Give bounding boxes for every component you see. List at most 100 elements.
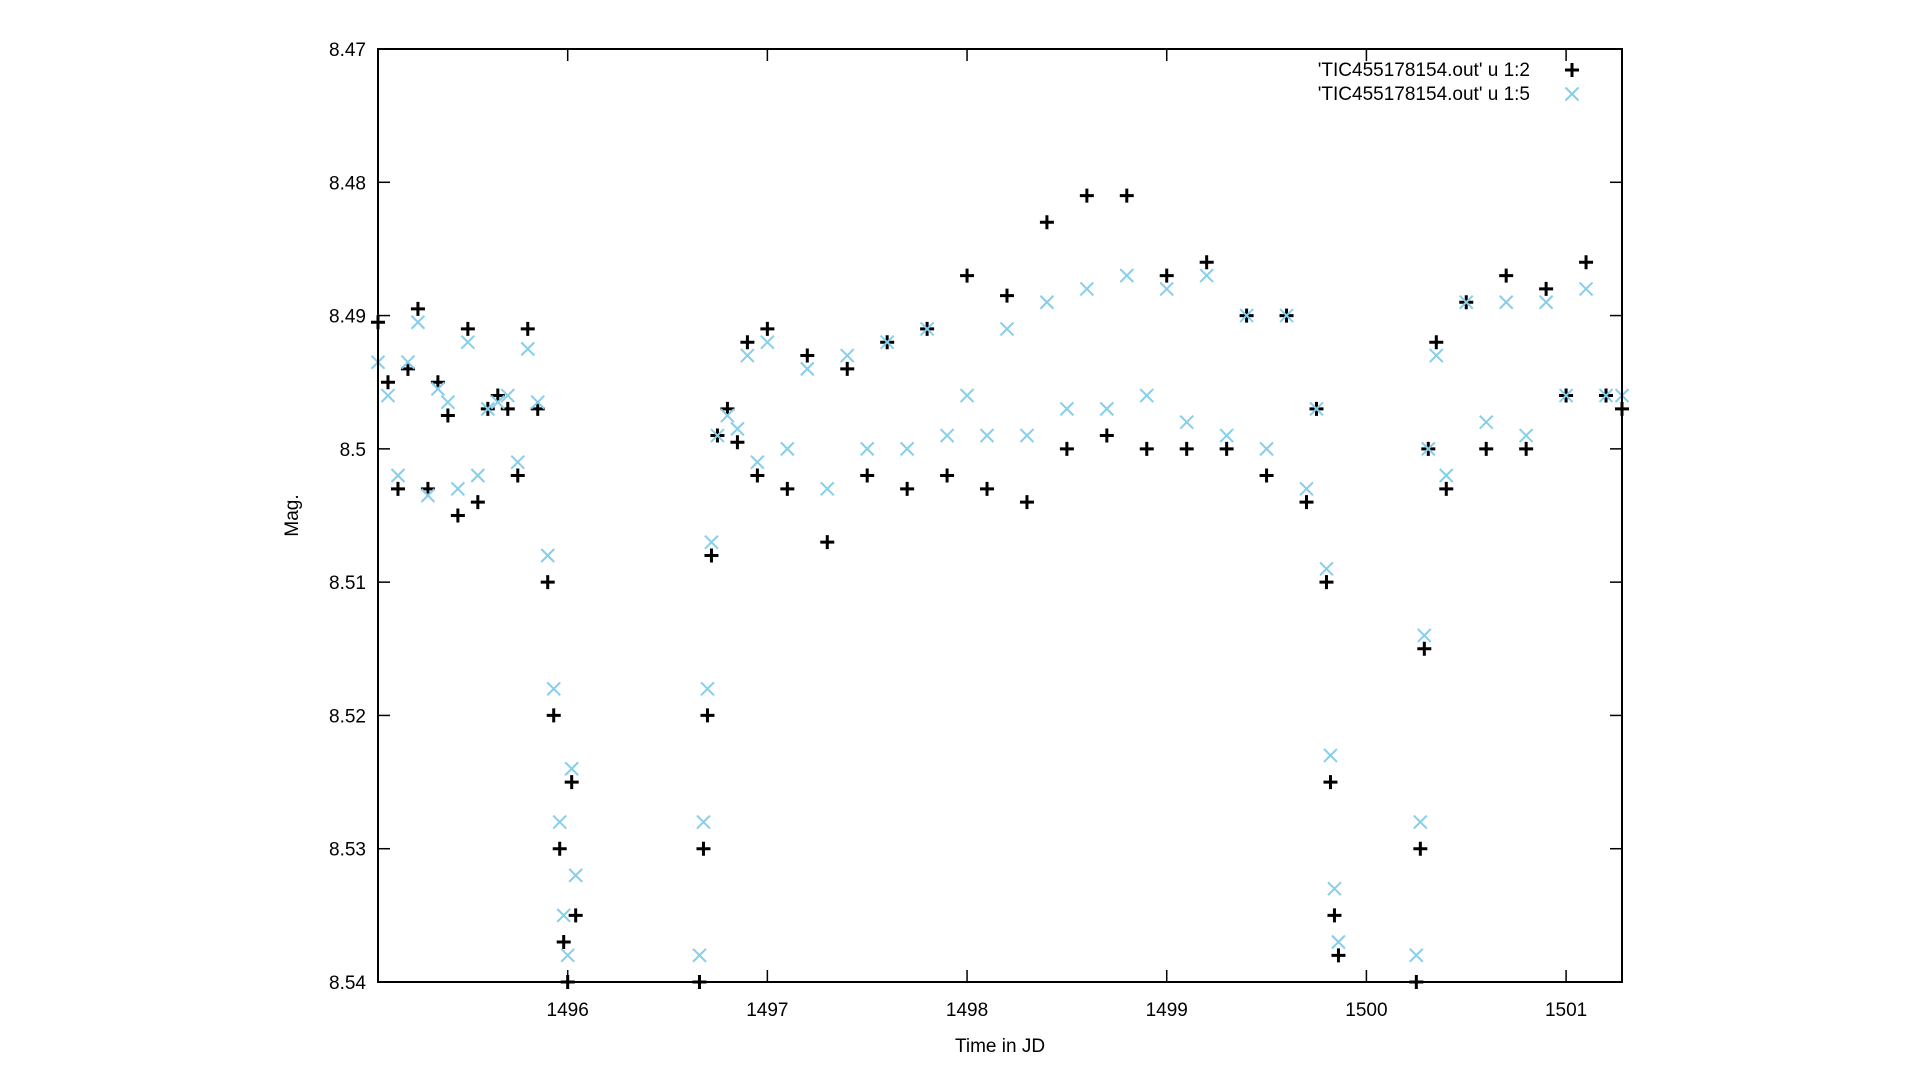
data-point-plus [568, 908, 583, 923]
data-point-cross [530, 394, 545, 410]
data-point-cross [1279, 308, 1294, 323]
y-tick-label: 8.5 [340, 440, 366, 461]
data-point-cross [560, 948, 575, 963]
x-tick-label: 1499 [1146, 1000, 1188, 1021]
data-point-plus [1331, 948, 1346, 963]
data-point-plus [530, 401, 545, 416]
data-point-cross [1309, 401, 1324, 417]
data-point-cross [380, 388, 396, 403]
data-point-plus [1429, 335, 1444, 350]
data-point-plus [470, 495, 485, 510]
data-point-cross [720, 408, 735, 423]
data-point-plus [730, 435, 745, 450]
y-tick-label: 8.51 [329, 573, 366, 594]
y-tick-label: 8.52 [329, 706, 366, 727]
data-point-cross [704, 534, 719, 550]
data-point-cross [490, 394, 506, 410]
data-point-cross [1179, 414, 1194, 430]
data-point-plus [552, 841, 567, 856]
data-point-plus [1319, 575, 1334, 590]
data-point-cross [1538, 295, 1554, 310]
data-point-plus [999, 288, 1014, 303]
data-point-plus [390, 481, 405, 496]
data-point-cross [1079, 281, 1095, 297]
y-tick-label: 8.49 [329, 307, 366, 328]
data-point-plus [556, 935, 571, 950]
data-point-plus [490, 388, 505, 403]
legend-cross-marker [1564, 86, 1580, 102]
data-point-cross [1413, 814, 1428, 830]
data-point-cross [480, 401, 496, 417]
data-point-plus [1519, 441, 1534, 456]
data-point-cross [1199, 268, 1214, 283]
data-point-plus [1079, 188, 1094, 203]
data-point-plus [1219, 441, 1234, 456]
data-point-cross [470, 468, 486, 483]
data-point-plus [800, 348, 815, 363]
data-point-plus [980, 481, 995, 496]
data-point-plus [704, 548, 719, 563]
data-point-plus [696, 841, 711, 856]
x-tick-label: 1500 [1345, 1000, 1387, 1021]
data-point-plus [1579, 255, 1594, 270]
x-tick-labels: 1496 1497 1498 1499 1500 1501 [547, 1000, 1588, 1021]
data-point-cross [410, 315, 426, 330]
data-point-cross [800, 361, 815, 377]
data-point-plus [380, 375, 395, 390]
data-point-plus [1179, 441, 1194, 456]
data-point-cross [450, 481, 466, 497]
y-tick-label: 8.54 [329, 973, 366, 994]
data-point-cross [1429, 348, 1444, 363]
data-point-cross [1459, 295, 1474, 310]
legend-plus-marker [1565, 63, 1579, 77]
data-point-cross [390, 468, 406, 483]
data-point-plus [430, 375, 445, 390]
data-point-cross [564, 761, 579, 776]
data-point-plus [1259, 468, 1274, 483]
data-point-cross [1099, 401, 1115, 417]
data-point-cross [1518, 428, 1534, 443]
data-point-plus [1323, 775, 1338, 790]
data-point-cross [1421, 441, 1436, 457]
data-point-plus [1417, 641, 1432, 656]
data-point-plus [780, 481, 795, 496]
data-point-plus [1299, 495, 1314, 510]
data-point-cross [899, 441, 915, 457]
y-tick-labels: 8.47 8.48 8.49 8.5 8.51 8.52 8.53 8.54 [329, 40, 366, 994]
data-point-plus [1499, 268, 1514, 283]
data-point-plus [1159, 268, 1174, 283]
y-tick-label: 8.53 [329, 840, 366, 861]
series-cross-markers [370, 268, 1630, 963]
data-point-cross [710, 428, 725, 443]
data-point-cross [1578, 281, 1594, 297]
data-point-plus [1059, 441, 1074, 456]
data-point-cross [919, 321, 935, 337]
data-point-cross [430, 381, 446, 397]
data-point-cross [760, 335, 775, 350]
data-point-cross [440, 394, 456, 410]
data-point-plus [500, 401, 515, 416]
data-point-cross [510, 454, 525, 470]
legend-label-series-1: 'TIC455178154.out' u 1:2 [1318, 60, 1530, 81]
data-point-plus [940, 468, 955, 483]
data-point-cross [540, 548, 555, 563]
data-point-plus [1139, 441, 1154, 456]
data-point-cross [1598, 388, 1614, 403]
data-point-plus [1327, 908, 1342, 923]
data-point-cross [1159, 281, 1174, 297]
data-point-cross [939, 428, 955, 443]
data-point-plus [960, 268, 975, 283]
data-point-cross [1299, 481, 1314, 497]
legend-cross-marker-icon [1564, 86, 1580, 102]
data-point-cross [840, 348, 855, 363]
axis-ticks [378, 48, 1622, 983]
data-point-plus [460, 321, 475, 336]
data-point-cross [1119, 268, 1135, 283]
data-point-plus [740, 335, 755, 350]
data-point-plus [400, 361, 415, 376]
data-point-cross [780, 441, 795, 457]
data-point-cross [999, 321, 1015, 337]
y-tick-label: 8.48 [329, 173, 366, 194]
data-point-cross [1323, 748, 1338, 763]
